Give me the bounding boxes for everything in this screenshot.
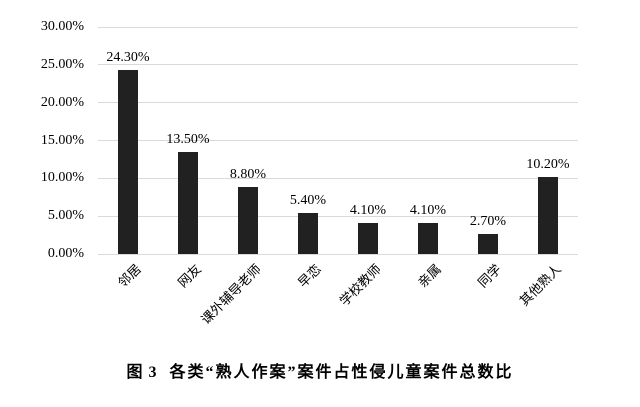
y-axis-tick-label: 20.00% xyxy=(40,94,84,110)
bar xyxy=(538,176,558,254)
x-axis-category-label: 其他熟人 xyxy=(516,261,564,309)
gridline xyxy=(98,26,578,28)
x-axis-category-label: 邻居 xyxy=(114,261,144,291)
bar-value-label: 8.80% xyxy=(229,167,267,183)
gridline xyxy=(98,102,578,104)
bar-value-label: 4.10% xyxy=(409,202,447,218)
x-axis-category-label: 网友 xyxy=(174,261,204,291)
bar xyxy=(118,70,138,254)
bar xyxy=(178,151,198,254)
y-axis-tick-label: 15.00% xyxy=(40,132,84,148)
gridline xyxy=(98,177,578,179)
bar-value-label: 10.20% xyxy=(526,156,570,172)
gridline xyxy=(98,140,578,141)
y-axis-tick-label: 0.00% xyxy=(47,246,84,261)
gridline xyxy=(98,253,578,255)
bar xyxy=(478,233,498,254)
gridline xyxy=(98,215,578,217)
bar-chart: 0.00% 5.00% 10.00% 15.00% 20.00% 25.00% 30.00%… xyxy=(40,19,578,328)
figure-caption: 图 3 各类“熟人作案”案件占性侵儿童案件总数比 xyxy=(0,363,640,383)
y-axis-tick-label: 5.00% xyxy=(47,208,84,224)
bar-value-label: 4.10% xyxy=(349,202,387,218)
bar-value-label: 2.70% xyxy=(469,213,507,229)
x-axis-category-label: 早恋 xyxy=(294,261,324,291)
x-axis-category-label: 学校教师 xyxy=(336,261,384,309)
bar-value-label: 5.40% xyxy=(289,193,327,209)
figure-number: 图 3 xyxy=(126,364,158,381)
gridline xyxy=(98,64,578,66)
bar xyxy=(298,213,318,254)
y-axis-tick-label: 10.00% xyxy=(40,170,84,186)
y-axis-tick-label: 25.00% xyxy=(40,56,84,72)
bar xyxy=(418,222,438,254)
x-axis-category-label: 课外辅导老师 xyxy=(198,261,264,328)
bar xyxy=(238,187,258,254)
y-axis-tick-label: 30.00% xyxy=(40,19,84,34)
bar xyxy=(358,222,378,254)
x-axis-category-label: 亲属 xyxy=(414,261,444,291)
bar-value-label: 13.50% xyxy=(166,131,210,147)
figure-title: 各类“熟人作案”案件占性侵儿童案件总数比 xyxy=(169,364,514,381)
bar-value-label: 24.30% xyxy=(106,50,150,66)
x-axis-category-label: 同学 xyxy=(474,261,504,291)
